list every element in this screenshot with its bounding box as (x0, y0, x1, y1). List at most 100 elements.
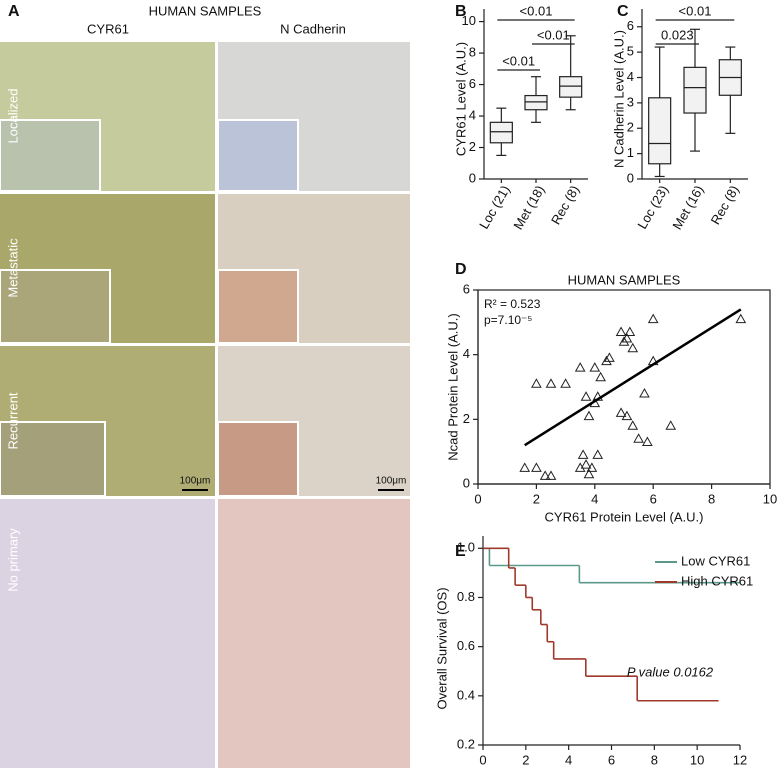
row-label: No primary (5, 528, 20, 592)
box (524, 94, 548, 111)
point (604, 352, 615, 362)
inset (217, 269, 299, 344)
y-tick-label: 4 (627, 69, 634, 84)
row-label: Recurrent (5, 392, 20, 449)
point (621, 332, 633, 343)
x-tick-label: 10 (690, 752, 704, 767)
box (683, 66, 707, 114)
y-axis-label: N Cadherin Level (A.U.) (611, 30, 626, 168)
point (560, 378, 571, 388)
point (592, 449, 604, 459)
image (218, 499, 410, 768)
x-tick-label: 12 (733, 752, 747, 767)
point (519, 462, 531, 472)
point (574, 362, 586, 372)
legend-label: High CYR61 (681, 573, 753, 588)
y-tick-label: 0.2 (457, 736, 475, 751)
y-tick-label: 3 (627, 94, 634, 109)
point (531, 462, 542, 472)
panel-label: B (455, 3, 467, 20)
y-tick-label: 0.6 (457, 638, 475, 653)
y-tick-label: 5 (627, 44, 634, 59)
point (601, 355, 612, 366)
p-value: <0.01 (502, 53, 535, 68)
x-tick-label: 4 (565, 752, 572, 767)
x-tick-label: 2 (522, 752, 529, 767)
row-label: Metastatic (5, 238, 20, 298)
fit-line (524, 308, 742, 447)
y-tick-label: 10 (462, 13, 476, 28)
image (0, 499, 215, 768)
point (577, 449, 589, 459)
point (545, 378, 557, 388)
y-tick-label: 2 (627, 120, 634, 135)
y-tick-label: 0.4 (457, 687, 475, 702)
point (580, 391, 592, 401)
p-value: <0.01 (537, 27, 570, 42)
point (615, 407, 627, 417)
x-tick-label: 0 (474, 491, 481, 506)
panel-label: D (455, 261, 467, 278)
y-axis-label: CYR61 Level (A.U.) (453, 42, 468, 156)
p-value: 0.023 (661, 27, 694, 42)
x-tick-label: 2 (533, 491, 540, 506)
chart-title: HUMAN SAMPLES (568, 272, 681, 287)
x-tick-label: 8 (708, 491, 715, 506)
point (624, 326, 636, 337)
y-tick-label: 0 (469, 170, 476, 185)
y-tick-label: 1.0 (457, 540, 475, 555)
x-tick-label: Met (18) (510, 183, 547, 232)
y-tick-label: 2 (469, 139, 476, 154)
point (621, 410, 633, 421)
panel-label: A (8, 3, 20, 20)
y-tick-label: 8 (469, 45, 476, 60)
x-tick-label: Rec (8) (708, 183, 742, 227)
point (615, 326, 627, 337)
point (627, 342, 639, 353)
x-tick-label: Loc (21) (476, 183, 513, 232)
point (539, 470, 551, 480)
scale-label: 100μm (180, 476, 211, 487)
annotation: p=7.10⁻⁵ (484, 313, 532, 327)
panel-label: C (617, 3, 629, 20)
scale-label: 100μm (376, 476, 407, 487)
x-tick-label: Rec (8) (548, 183, 582, 227)
point (595, 371, 606, 382)
inset (217, 421, 299, 497)
annotation: R² = 0.523 (484, 297, 541, 311)
inset (0, 269, 111, 344)
point (531, 378, 542, 388)
annotation: P value 0.0162 (627, 664, 714, 679)
y-axis-label: Ncad Protein Level (A.U.) (445, 313, 460, 460)
x-axis-label: CYR61 Protein Level (A.U.) (545, 509, 704, 524)
point (583, 410, 595, 421)
point (639, 387, 650, 398)
y-tick-label: 6 (469, 76, 476, 91)
x-tick-label: 6 (650, 491, 657, 506)
y-tick-label: 0.8 (457, 589, 475, 604)
y-tick-label: 2 (463, 411, 470, 426)
point (627, 420, 639, 430)
y-tick-label: 4 (469, 107, 476, 122)
x-tick-label: 10 (763, 491, 777, 506)
legend-label: Low CYR61 (681, 553, 750, 568)
x-tick-label: 0 (479, 752, 486, 767)
p-value: <0.01 (520, 3, 553, 18)
point (580, 459, 592, 469)
inset (0, 421, 106, 497)
x-tick-label: 8 (651, 752, 658, 767)
point (633, 433, 644, 443)
micrographs (0, 42, 410, 768)
x-tick-label: 6 (608, 752, 615, 767)
row-label: Localized (5, 89, 20, 144)
y-tick-label: 6 (463, 281, 470, 296)
y-tick-label: 1 (627, 145, 634, 160)
column-label: CYR61 (87, 21, 129, 36)
x-tick-label: Loc (23) (634, 183, 671, 232)
point (586, 462, 598, 472)
y-tick-label: 0 (463, 475, 470, 490)
y-axis-label: Overall Survival (OS) (434, 587, 449, 709)
x-tick-label: Met (16) (669, 183, 706, 232)
panel-label: E (455, 543, 466, 560)
